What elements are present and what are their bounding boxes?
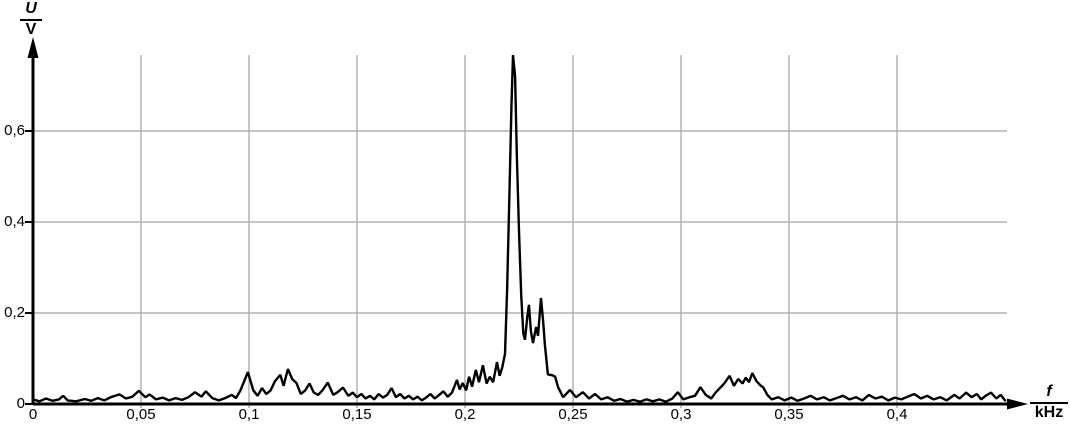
x-tick-label: 0,2 [454, 406, 476, 423]
x-tick-label: 0,15 [342, 406, 372, 423]
y-axis-tick-marks [25, 130, 33, 405]
x-tick-label: 0,3 [670, 406, 692, 423]
y-axis-label: U V [20, 0, 42, 39]
axes [25, 37, 1028, 410]
x-axis-label: f kHz [1030, 383, 1068, 422]
spectrum-curve [31, 54, 1007, 403]
x-tick-label: 0 [28, 406, 38, 423]
x-tick-label: 0,1 [238, 406, 260, 423]
x-axis-unit: kHz [1034, 403, 1064, 421]
y-axis-unit: V [25, 20, 37, 38]
x-tick-label: 0,35 [774, 406, 804, 423]
y-tick-label: 0,4 [4, 213, 25, 230]
x-tick-label: 0,4 [886, 406, 908, 423]
x-axis-quantity: f [1030, 383, 1068, 404]
y-axis-quantity: U [20, 0, 42, 21]
y-axis-arrow-icon [27, 37, 39, 58]
gridlines [33, 55, 1007, 408]
y-tick-label: 0,6 [4, 122, 25, 139]
y-tick-label: 0 [16, 395, 25, 412]
x-tick-label: 0,25 [558, 406, 588, 423]
x-axis-arrow-icon [1007, 398, 1028, 410]
y-tick-label: 0,2 [4, 304, 25, 321]
x-tick-label: 0,05 [126, 406, 156, 423]
